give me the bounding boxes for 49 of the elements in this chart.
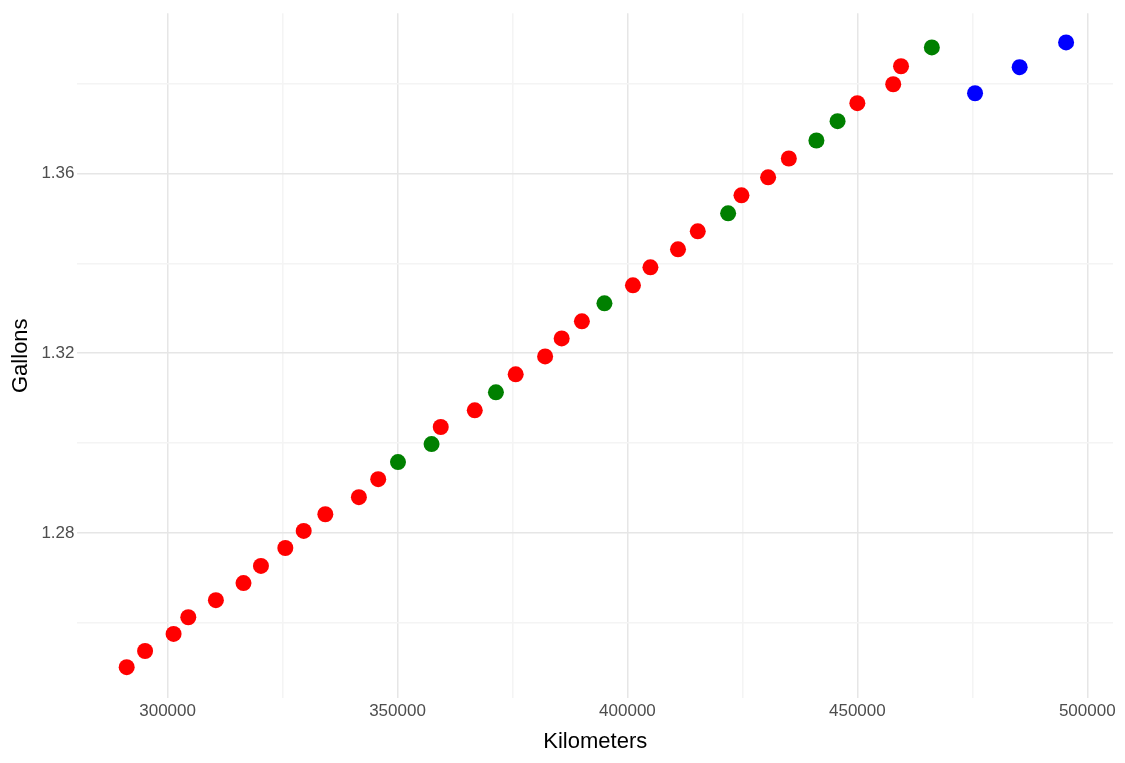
point	[370, 471, 387, 488]
point	[252, 557, 269, 574]
point	[733, 187, 750, 204]
point	[553, 330, 570, 347]
y-tick-label: 1.36	[41, 163, 75, 183]
point	[780, 150, 797, 167]
point	[432, 418, 449, 435]
point	[967, 85, 984, 102]
point	[720, 205, 737, 222]
point	[507, 366, 524, 383]
x-tick-label: 400000	[599, 701, 656, 721]
point	[137, 642, 154, 659]
y-tick-label: 1.32	[41, 342, 75, 362]
point	[423, 436, 440, 453]
point	[180, 609, 197, 626]
point	[165, 625, 182, 642]
point	[277, 539, 294, 556]
y-tick-label: 1.28	[41, 522, 75, 542]
point	[849, 95, 866, 112]
point	[1058, 34, 1075, 51]
point	[235, 575, 252, 592]
point	[487, 384, 504, 401]
point	[317, 506, 334, 523]
point	[689, 223, 706, 240]
point	[389, 454, 406, 471]
point	[573, 313, 590, 330]
point	[350, 489, 367, 506]
point	[670, 241, 687, 258]
point	[624, 277, 641, 294]
y-axis-title: Gallons	[7, 318, 33, 393]
point	[466, 402, 483, 419]
point	[808, 132, 825, 149]
point	[642, 259, 659, 276]
point	[760, 169, 777, 186]
point	[885, 76, 902, 93]
point	[1011, 59, 1028, 76]
x-tick-label: 300000	[139, 701, 196, 721]
x-axis-title: Kilometers	[543, 727, 648, 753]
point	[893, 58, 910, 75]
point	[118, 659, 135, 676]
point	[207, 592, 224, 609]
point	[537, 348, 554, 365]
point	[596, 295, 613, 312]
x-tick-label: 450000	[828, 701, 886, 721]
x-tick-label: 350000	[369, 701, 426, 721]
point	[295, 522, 312, 539]
point	[829, 113, 846, 130]
x-tick-label: 500000	[1058, 701, 1116, 721]
point	[923, 39, 940, 56]
